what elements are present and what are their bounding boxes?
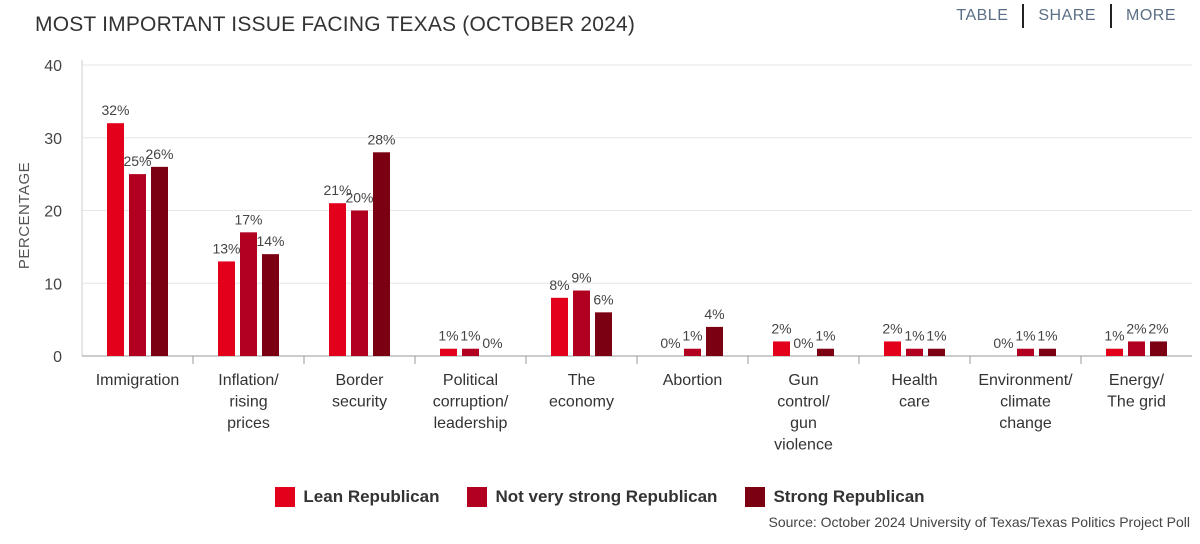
nav-divider xyxy=(1022,4,1025,28)
table-button[interactable]: TABLE xyxy=(956,7,1009,24)
source-note: Source: October 2024 University of Texas… xyxy=(768,514,1190,530)
data-label: 25% xyxy=(123,153,151,169)
y-tick-label: 10 xyxy=(44,276,62,293)
bar xyxy=(1150,341,1167,356)
y-tick-label: 40 xyxy=(44,58,62,75)
data-label: 2% xyxy=(771,320,791,336)
bar xyxy=(1017,348,1034,356)
y-tick-label: 20 xyxy=(44,204,62,221)
bar xyxy=(928,348,945,356)
data-label: 6% xyxy=(593,291,613,307)
category-label: The economy xyxy=(549,372,614,411)
y-axis-title: PERCENTAGE xyxy=(16,162,33,269)
data-label: 2% xyxy=(882,320,902,336)
data-label: 9% xyxy=(571,270,591,286)
legend-swatch-not-very-strong xyxy=(467,487,488,507)
data-label: 28% xyxy=(367,131,395,147)
bar xyxy=(684,348,701,356)
bar xyxy=(151,166,168,356)
data-label: 2% xyxy=(1126,320,1146,336)
category-label: Energy/The grid xyxy=(1107,372,1166,411)
data-label: 0% xyxy=(793,335,813,351)
legend-swatch-strong xyxy=(745,487,766,507)
data-label: 14% xyxy=(256,233,284,249)
data-label: 1% xyxy=(926,328,946,344)
bar xyxy=(817,348,834,356)
data-label: 4% xyxy=(704,306,724,322)
bar xyxy=(1106,348,1123,356)
data-label: 1% xyxy=(1104,328,1124,344)
legend-item-not-very-strong[interactable]: Not very strong Republican xyxy=(467,487,717,507)
bar xyxy=(440,348,457,356)
category-label: Political corruption/leadership xyxy=(433,372,509,432)
data-label: 26% xyxy=(145,146,173,162)
bar xyxy=(773,341,790,356)
bar xyxy=(329,203,346,356)
data-label: 17% xyxy=(234,211,262,227)
data-label: 1% xyxy=(1015,328,1035,344)
data-label: 0% xyxy=(993,335,1013,351)
share-button[interactable]: SHARE xyxy=(1038,7,1096,24)
data-label: 1% xyxy=(1037,328,1057,344)
bar xyxy=(884,341,901,356)
category-label: Gun control/gun violence xyxy=(774,372,833,454)
bar xyxy=(1128,341,1145,356)
category-label: Immigration xyxy=(96,372,180,389)
category-label: Environment/climate change xyxy=(978,372,1073,432)
data-label: 0% xyxy=(482,335,502,351)
bar-chart: 0 10 20 30 40 PERCENTAGE Immigration 32% 25%26% I… xyxy=(16,58,1192,454)
data-label: 0% xyxy=(660,335,680,351)
bar xyxy=(129,174,146,356)
legend-item-strong[interactable]: Strong Republican xyxy=(745,487,925,507)
data-label: 2% xyxy=(1148,320,1168,336)
nav-divider xyxy=(1110,4,1112,28)
chart-title: MOST IMPORTANT ISSUE FACING TEXAS (OCTOB… xyxy=(35,13,636,36)
data-label: 8% xyxy=(549,277,569,293)
category-label: Abortion xyxy=(663,372,723,389)
bar xyxy=(107,123,124,356)
bar xyxy=(706,326,723,356)
bar xyxy=(906,348,923,356)
category-label: Inflation/rising prices xyxy=(218,372,279,432)
bar xyxy=(240,232,257,356)
bar xyxy=(262,254,279,356)
legend-swatch-lean xyxy=(275,487,296,507)
more-button[interactable]: MORE xyxy=(1126,7,1176,24)
legend-label-strong: Strong Republican xyxy=(773,487,925,506)
bar xyxy=(1039,348,1056,356)
legend: Lean Republican Not very strong Republic… xyxy=(0,487,1200,507)
bar xyxy=(573,290,590,356)
y-tick-label: 30 xyxy=(44,131,62,148)
data-label: 1% xyxy=(438,328,458,344)
legend-label-lean: Lean Republican xyxy=(303,487,440,506)
data-label: 1% xyxy=(460,328,480,344)
data-label: 13% xyxy=(212,240,240,256)
data-label: 1% xyxy=(904,328,924,344)
legend-item-lean[interactable]: Lean Republican xyxy=(275,487,439,507)
bar xyxy=(595,312,612,356)
legend-label-not-very-strong: Not very strong Republican xyxy=(495,487,718,506)
y-tick-label: 0 xyxy=(53,349,62,366)
data-label: 1% xyxy=(682,328,702,344)
bar xyxy=(218,261,235,356)
bar xyxy=(373,152,390,356)
data-label: 32% xyxy=(101,102,129,118)
data-label: 20% xyxy=(345,190,373,206)
category-label: Border security xyxy=(332,372,387,411)
bar xyxy=(551,297,568,356)
bar xyxy=(351,210,368,356)
top-nav: TABLE SHARE MORE xyxy=(942,4,1190,28)
bar xyxy=(462,348,479,356)
data-label: 21% xyxy=(323,182,351,198)
data-label: 1% xyxy=(815,328,835,344)
category-label: Health care xyxy=(891,372,937,411)
